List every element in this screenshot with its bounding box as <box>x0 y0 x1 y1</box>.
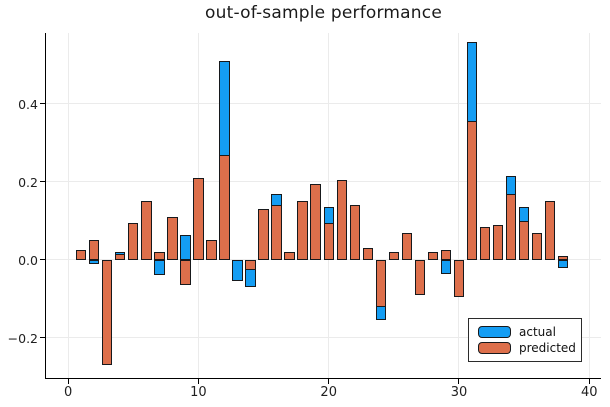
x-tick-label: 0 <box>64 385 73 400</box>
bar-actual-9 <box>180 234 191 260</box>
x-gridline <box>588 33 590 378</box>
bar-predicted-7 <box>154 252 165 260</box>
legend-swatch-actual <box>478 326 511 338</box>
y-gridline <box>46 337 601 339</box>
legend-row-actual: actual <box>478 324 581 340</box>
x-tick-label: 10 <box>190 385 207 400</box>
legend-row-predicted: predicted <box>478 340 581 356</box>
bar-predicted-37 <box>544 201 556 260</box>
bar-predicted-36 <box>531 232 543 260</box>
legend-label-predicted: predicted <box>519 341 576 355</box>
bar-predicted-12 <box>219 154 230 260</box>
bar-predicted-6 <box>141 201 152 260</box>
bar-actual-13 <box>232 259 243 282</box>
bar-predicted-5 <box>128 222 139 260</box>
bar-actual-2 <box>88 259 100 264</box>
chart-title: out-of-sample performance <box>205 3 442 23</box>
x-gridline <box>458 33 460 378</box>
x-tick <box>328 379 330 384</box>
bar-predicted-16 <box>271 205 282 260</box>
bar-predicted-15 <box>258 209 269 260</box>
bar-predicted-31 <box>466 121 478 260</box>
x-tick <box>67 379 69 384</box>
bar-predicted-25 <box>388 252 400 260</box>
bar-predicted-8 <box>167 217 178 260</box>
y-tick <box>40 259 45 261</box>
bar-predicted-34 <box>505 193 517 260</box>
x-tick <box>588 379 590 384</box>
x-tick <box>197 379 199 384</box>
y-tick <box>40 181 45 183</box>
bar-predicted-1 <box>75 250 87 260</box>
bar-predicted-38 <box>558 255 569 260</box>
bar-predicted-29 <box>440 250 452 260</box>
bar-predicted-20 <box>323 222 334 260</box>
bar-predicted-11 <box>206 240 217 260</box>
y-gridline <box>46 259 601 261</box>
x-axis-spine <box>45 378 601 379</box>
bar-predicted-24 <box>375 259 387 307</box>
bar-predicted-27 <box>414 259 426 295</box>
y-gridline <box>46 181 601 183</box>
x-tick <box>458 379 460 384</box>
bar-actual-38 <box>558 259 569 268</box>
legend-label-actual: actual <box>519 325 556 339</box>
x-gridline <box>67 33 69 378</box>
bar-predicted-19 <box>310 183 321 260</box>
x-tick-label: 30 <box>450 385 468 400</box>
bar-predicted-33 <box>492 224 504 260</box>
bar-predicted-2 <box>88 240 100 260</box>
bar-predicted-18 <box>297 201 308 260</box>
bar-predicted-14 <box>245 259 256 270</box>
bar-predicted-35 <box>518 220 530 260</box>
y-tick-label: 0.4 <box>18 96 38 112</box>
bar-actual-7 <box>154 259 165 276</box>
bar-predicted-21 <box>336 179 347 260</box>
bar-actual-29 <box>440 259 452 274</box>
y-tick-label: 0.2 <box>18 174 38 190</box>
x-gridline <box>328 33 330 378</box>
bar-predicted-28 <box>427 252 439 260</box>
y-gridline <box>46 103 601 105</box>
legend: actual predicted <box>468 318 582 362</box>
bar-predicted-23 <box>362 248 373 260</box>
y-tick-label: 0.0 <box>18 252 38 268</box>
bar-predicted-32 <box>479 226 491 260</box>
bar-predicted-26 <box>401 232 413 260</box>
legend-swatch-predicted <box>478 342 511 354</box>
bar-predicted-17 <box>284 252 295 260</box>
y-tick-label: −0.2 <box>7 330 38 346</box>
y-tick <box>40 337 45 339</box>
bar-predicted-3 <box>102 259 113 366</box>
x-tick-label: 40 <box>580 385 598 400</box>
bar-predicted-4 <box>115 254 126 260</box>
bar-predicted-9 <box>180 259 191 286</box>
bar-predicted-22 <box>349 205 360 260</box>
y-axis-spine <box>45 33 46 379</box>
bar-predicted-30 <box>453 259 465 297</box>
y-tick <box>40 103 45 105</box>
x-tick-label: 20 <box>320 385 337 400</box>
bar-predicted-10 <box>193 178 204 260</box>
